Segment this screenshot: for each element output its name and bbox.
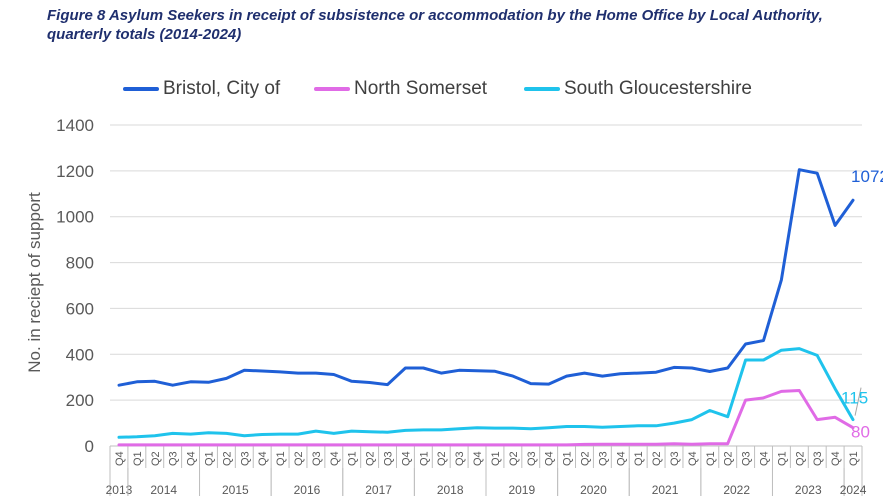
y-tick-label: 400 — [66, 345, 94, 364]
year-label: 2017 — [365, 483, 392, 497]
y-axis-title: No. in reciept of support — [25, 192, 44, 373]
x-tick-label: Q1 — [275, 451, 287, 466]
y-tick-label: 600 — [66, 299, 94, 318]
x-tick-label: Q3 — [526, 451, 538, 466]
x-tick-label: Q1 — [132, 451, 144, 466]
year-label: 2021 — [652, 483, 679, 497]
data-label-bristol: 1072 — [851, 167, 883, 186]
x-tick-label: Q2 — [221, 451, 233, 466]
legend-label-north-somerset: North Somerset — [354, 78, 488, 99]
x-tick-label: Q3 — [239, 451, 251, 466]
legend-swatch-south-gloucestershire — [524, 87, 560, 91]
x-tick-label: Q1 — [776, 451, 788, 466]
y-tick-label: 1400 — [56, 116, 94, 135]
x-tick-label: Q1 — [562, 451, 574, 466]
legend-swatch-bristol — [123, 87, 159, 91]
x-tick-label: Q3 — [383, 451, 395, 466]
x-tick-label: Q2 — [723, 451, 735, 466]
x-tick-label: Q1 — [490, 451, 502, 466]
series-line-bristol — [117, 168, 855, 387]
legend-item-bristol: Bristol, City of — [123, 76, 280, 102]
x-tick-label: Q2 — [293, 451, 305, 466]
x-tick-label: Q1 — [418, 451, 430, 466]
x-tick-label: Q4 — [329, 451, 341, 466]
legend-item-north-somerset: North Somerset — [314, 76, 487, 102]
x-tick-label: Q3 — [311, 451, 323, 466]
x-tick-label: Q3 — [168, 451, 180, 466]
x-tick-label: Q2 — [794, 451, 806, 466]
x-tick-label: Q3 — [597, 451, 609, 466]
legend-item-south-gloucestershire: South Gloucestershire — [524, 76, 752, 102]
y-tick-label: 200 — [66, 391, 94, 410]
x-tick-label: Q1 — [705, 451, 717, 466]
x-tick-label: Q4 — [472, 451, 484, 466]
x-tick-label: Q2 — [651, 451, 663, 466]
x-tick-label: Q3 — [669, 451, 681, 466]
data-label-north-somerset: 80 — [851, 423, 870, 442]
year-label: 2013 — [106, 483, 133, 497]
data-label-south-gloucestershire: 115 — [841, 389, 868, 408]
x-tick-label: Q4 — [114, 451, 126, 466]
x-tick-label: Q3 — [741, 451, 753, 466]
x-tick-label: Q4 — [759, 451, 771, 466]
x-tick-label: Q1 — [347, 451, 359, 466]
year-label: 2024 — [840, 483, 867, 497]
year-label: 2022 — [723, 483, 750, 497]
series-line-south-gloucestershire — [117, 347, 855, 439]
y-tick-label: 1000 — [56, 208, 94, 227]
x-tick-label: Q1 — [633, 451, 645, 466]
x-tick-label: Q3 — [454, 451, 466, 466]
series-line-north-somerset — [117, 389, 855, 447]
x-tick-label: Q4 — [257, 451, 269, 466]
x-tick-label: Q3 — [812, 451, 824, 466]
x-tick-label: Q1 — [848, 451, 860, 466]
year-label: 2020 — [580, 483, 607, 497]
x-tick-label: Q4 — [830, 451, 842, 466]
year-label: 2015 — [222, 483, 249, 497]
x-tick-label: Q2 — [508, 451, 520, 466]
figure-title: Figure 8 Asylum Seekers in receipt of su… — [47, 7, 823, 43]
year-label: 2018 — [437, 483, 464, 497]
y-tick-label: 1200 — [56, 162, 94, 181]
x-tick-label: Q4 — [544, 451, 556, 466]
x-tick-label: Q2 — [150, 451, 162, 466]
year-label: 2019 — [508, 483, 535, 497]
legend-label-bristol: Bristol, City of — [163, 78, 281, 99]
x-tick-label: Q4 — [615, 451, 627, 466]
legend-swatch-north-somerset — [314, 87, 350, 91]
year-label: 2016 — [294, 483, 321, 497]
x-tick-label: Q1 — [203, 451, 215, 466]
y-tick-label: 0 — [85, 437, 94, 456]
x-tick-label: Q2 — [579, 451, 591, 466]
x-tick-label: Q4 — [400, 451, 412, 466]
year-label: 2014 — [150, 483, 177, 497]
x-tick-label: Q2 — [436, 451, 448, 466]
x-tick-label: Q4 — [687, 451, 699, 466]
x-tick-label: Q2 — [365, 451, 377, 466]
y-tick-label: 800 — [66, 254, 94, 273]
data-label-leader — [854, 387, 862, 416]
year-label: 2023 — [795, 483, 822, 497]
x-tick-label: Q4 — [186, 451, 198, 466]
legend-label-south-gloucestershire: South Gloucestershire — [564, 78, 752, 99]
